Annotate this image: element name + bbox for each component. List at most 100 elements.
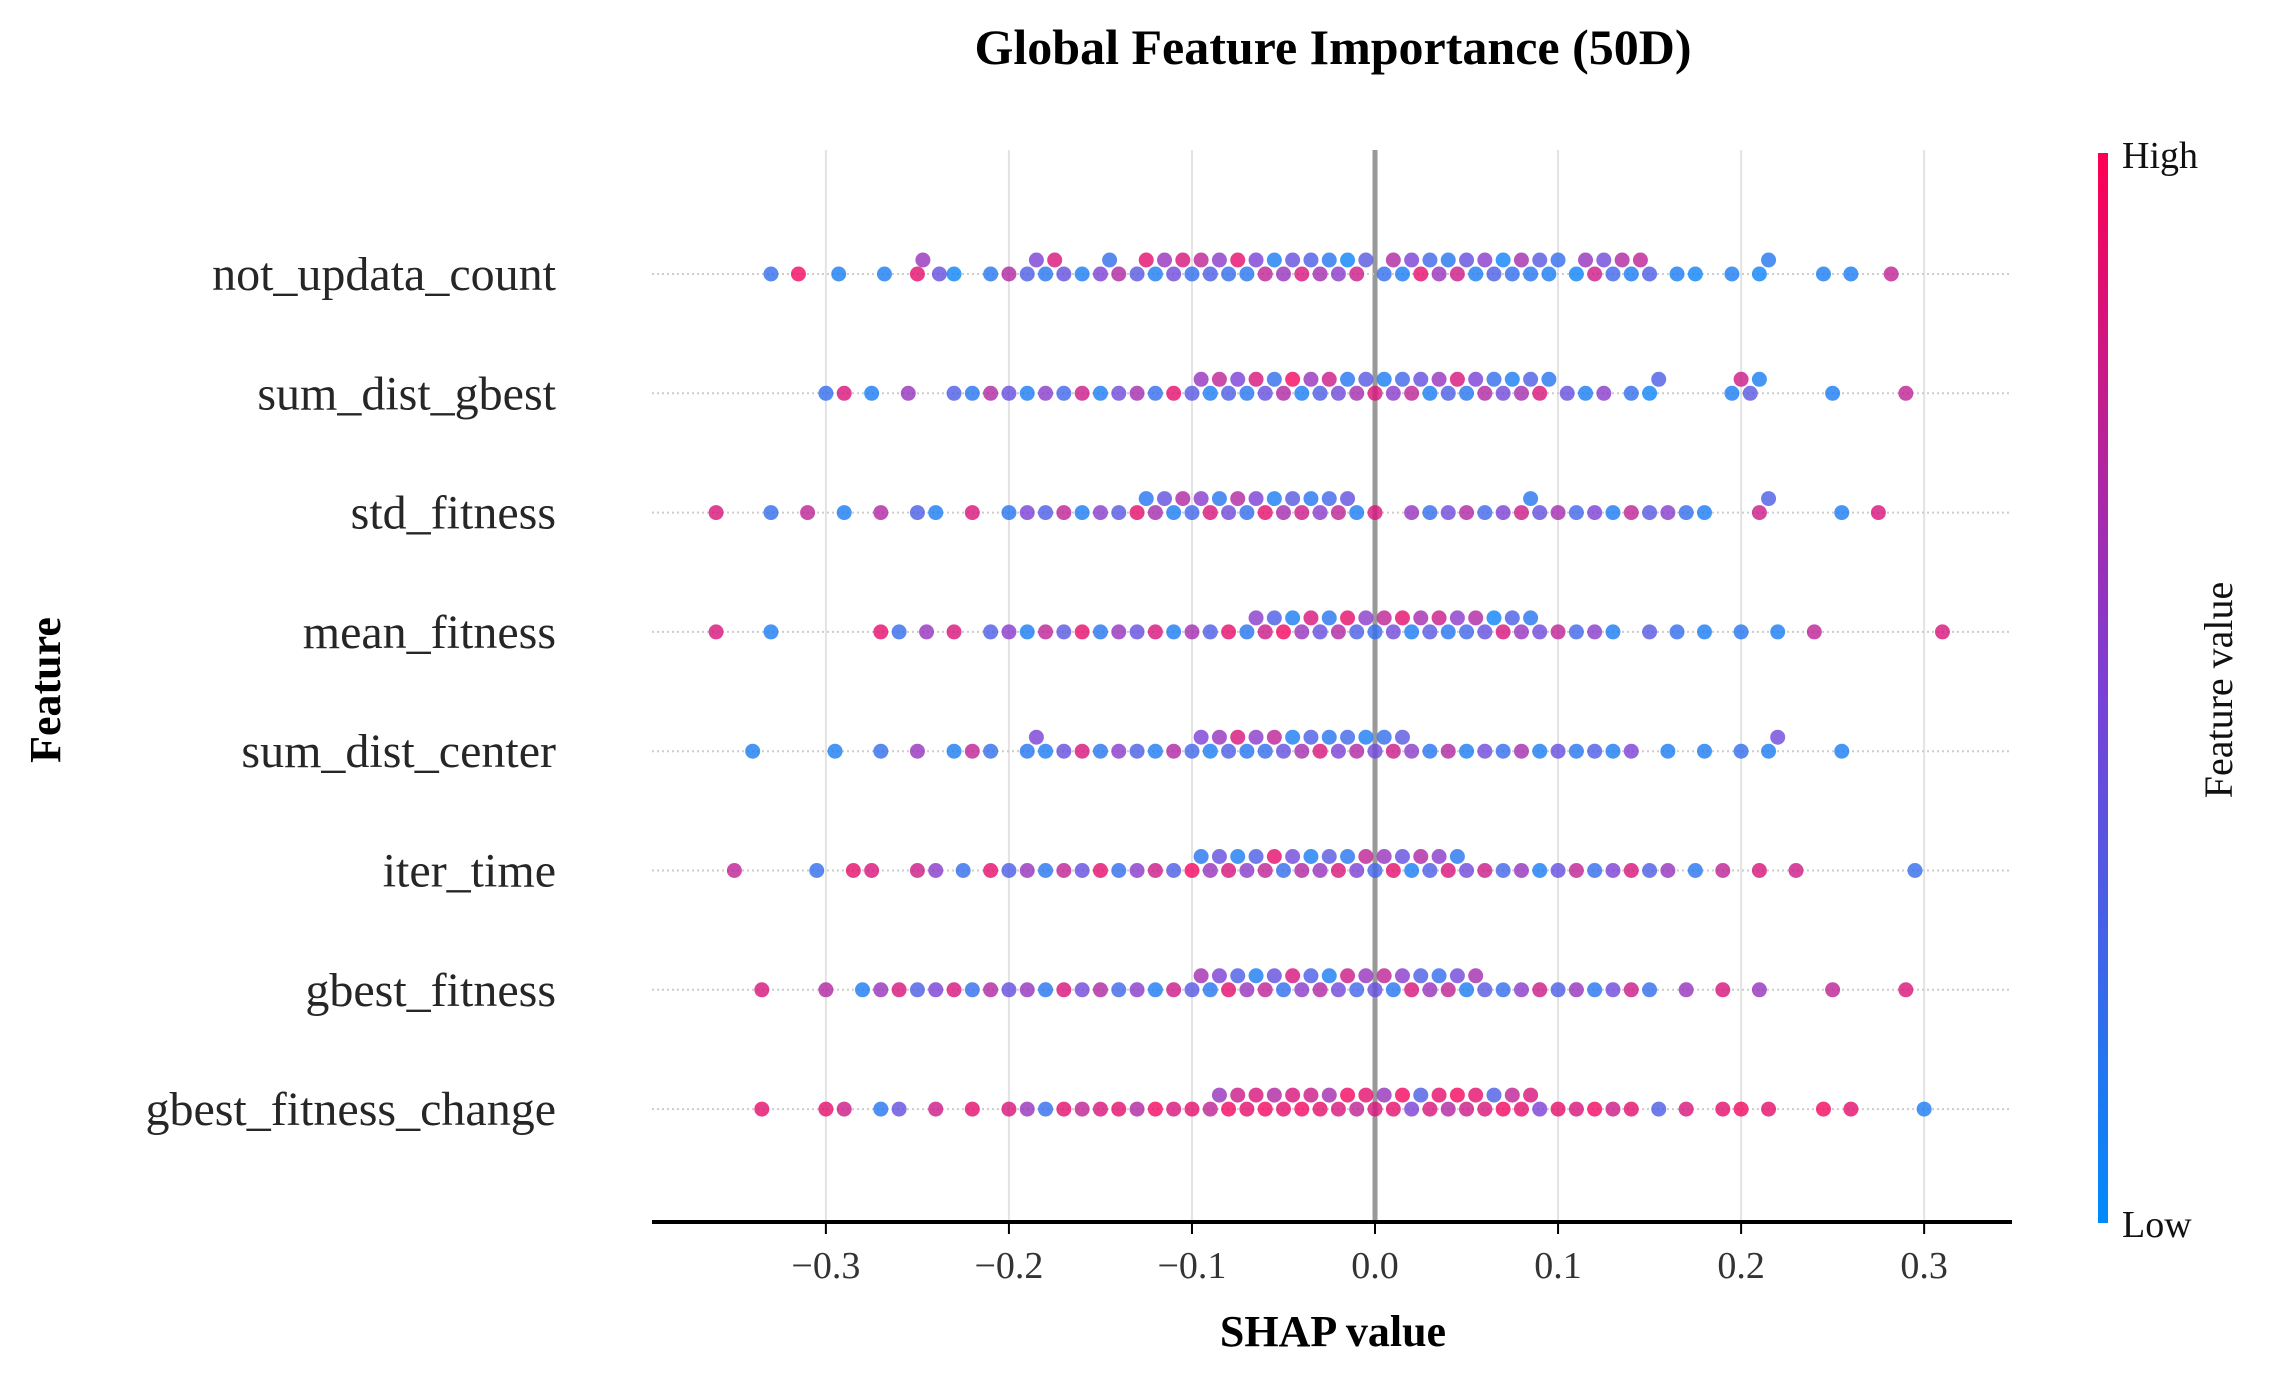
shap-point	[1221, 624, 1237, 640]
shap-point	[1330, 1101, 1346, 1117]
shap-point	[891, 982, 907, 998]
shap-point	[1056, 624, 1072, 640]
shap-point	[1157, 252, 1173, 268]
shap-point	[1056, 385, 1072, 401]
shap-point	[1532, 385, 1548, 401]
shap-point	[1001, 863, 1017, 878]
shap-point	[1129, 982, 1145, 998]
shap-point	[1642, 385, 1658, 401]
shap-point	[1221, 505, 1237, 521]
shap-point	[1404, 624, 1420, 640]
shap-point	[1001, 624, 1017, 640]
shap-point	[1092, 266, 1108, 282]
shap-point	[1266, 968, 1282, 984]
shap-point	[1568, 624, 1584, 640]
shap-point	[1788, 863, 1804, 878]
shap-point	[1385, 385, 1401, 401]
shap-point	[1578, 385, 1594, 401]
shap-point	[1147, 266, 1163, 282]
shap-point	[1312, 385, 1328, 401]
shap-point	[1513, 624, 1529, 640]
shap-point	[1568, 1101, 1584, 1117]
shap-point	[1916, 1101, 1932, 1117]
shap-point	[1513, 252, 1529, 268]
shap-point	[1513, 505, 1529, 521]
shap-point	[1376, 729, 1392, 745]
shap-point	[1321, 371, 1337, 387]
shap-point	[1724, 385, 1740, 401]
shap-point	[1166, 1101, 1182, 1117]
shap-point	[1303, 610, 1319, 626]
shap-point	[1687, 266, 1703, 282]
shap-point	[1321, 610, 1337, 626]
shap-point	[1019, 385, 1035, 401]
feature-row: std_fitness	[351, 487, 2012, 540]
shap-point	[1523, 610, 1539, 626]
shap-point	[1147, 863, 1163, 878]
shap-point	[1358, 252, 1374, 268]
shap-point	[1129, 385, 1145, 401]
shap-point	[1550, 252, 1566, 268]
colorbar-low-label: Low	[2122, 1204, 2192, 1246]
shap-point	[909, 982, 925, 998]
shap-point	[964, 743, 980, 759]
shap-point	[1239, 505, 1255, 521]
shap-point	[1221, 982, 1237, 998]
shap-point	[1248, 849, 1264, 864]
shap-point	[1495, 252, 1511, 268]
shap-point	[1532, 743, 1548, 759]
shap-point	[1459, 982, 1475, 998]
shap-point	[1074, 266, 1090, 282]
shap-point	[1038, 624, 1054, 640]
shap-point	[1486, 610, 1502, 626]
shap-point	[1459, 624, 1475, 640]
shap-point	[964, 982, 980, 998]
shap-point	[1477, 624, 1493, 640]
shap-point	[1129, 743, 1145, 759]
shap-point	[1239, 624, 1255, 640]
shap-point	[1504, 266, 1520, 282]
shap-point	[1038, 863, 1054, 878]
shap-point	[1074, 743, 1090, 759]
shap-point	[1092, 624, 1108, 640]
shap-point	[1422, 863, 1438, 878]
shap-point	[1587, 863, 1603, 878]
shap-point	[1523, 371, 1539, 387]
shap-point	[1605, 505, 1621, 521]
shap-point	[1870, 505, 1886, 521]
shap-point	[1404, 505, 1420, 521]
shap-point	[1330, 505, 1346, 521]
shap-point	[1587, 1101, 1603, 1117]
shap-point	[1221, 863, 1237, 878]
shap-point	[1751, 863, 1767, 878]
shap-point	[1422, 743, 1438, 759]
shap-point	[1248, 1087, 1264, 1103]
x-tick-label: −0.2	[974, 1245, 1043, 1287]
shap-point	[1312, 1101, 1328, 1117]
shap-point	[1605, 266, 1621, 282]
feature-row: not_updata_count	[212, 248, 2012, 301]
shap-point	[1605, 743, 1621, 759]
shap-point	[1275, 385, 1291, 401]
shap-point	[1056, 863, 1072, 878]
shap-point	[1239, 1101, 1255, 1117]
shap-point	[836, 505, 852, 521]
shap-point	[1449, 968, 1465, 984]
shap-point	[1513, 743, 1529, 759]
shap-point	[1385, 982, 1401, 998]
shap-point	[809, 863, 825, 878]
x-tick-label: 0.0	[1351, 1245, 1399, 1287]
shap-point	[1587, 266, 1603, 282]
colorbar: High Low Feature value	[2098, 135, 2241, 1246]
shap-point	[1385, 743, 1401, 759]
shap-point	[1642, 505, 1658, 521]
shap-point	[1028, 252, 1044, 268]
shap-point	[1815, 266, 1831, 282]
shap-point	[1074, 624, 1090, 640]
shap-point	[1349, 505, 1365, 521]
shap-point	[1285, 968, 1301, 984]
shap-point	[1239, 863, 1255, 878]
shap-point	[1092, 505, 1108, 521]
shap-point	[1303, 968, 1319, 984]
shap-point	[1047, 252, 1063, 268]
